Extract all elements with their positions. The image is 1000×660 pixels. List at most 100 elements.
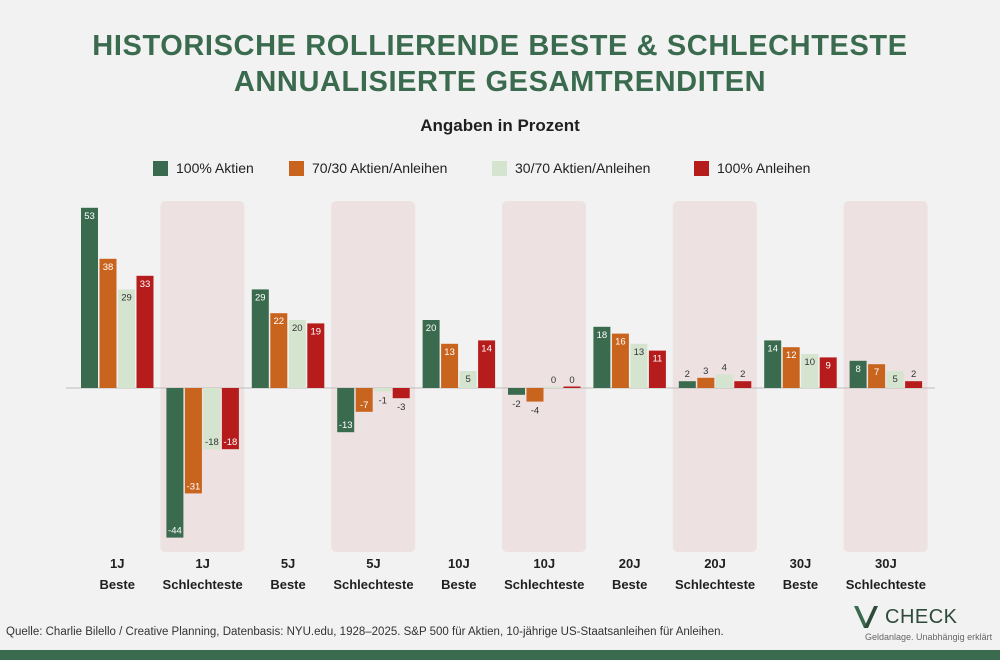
data-label: 38 xyxy=(103,262,114,273)
bar xyxy=(648,350,666,388)
legend-label: 30/70 Aktien/Anleihen xyxy=(515,160,651,176)
data-label: -13 xyxy=(339,420,353,431)
bar xyxy=(611,333,629,388)
data-label: -4 xyxy=(531,406,539,417)
bar xyxy=(184,388,202,494)
data-label: 18 xyxy=(597,330,608,341)
bar xyxy=(734,381,752,388)
bar xyxy=(270,313,288,388)
data-label: 4 xyxy=(722,362,727,373)
bar xyxy=(441,343,459,388)
bar xyxy=(886,371,904,388)
data-label: 14 xyxy=(767,343,778,354)
bar xyxy=(422,320,440,388)
data-label: 29 xyxy=(255,292,266,303)
bar xyxy=(801,354,819,388)
bar xyxy=(166,388,184,538)
bar xyxy=(764,340,782,388)
bar xyxy=(678,381,696,388)
data-label: -31 xyxy=(187,481,201,492)
category-label: Schlechteste xyxy=(333,577,413,592)
data-label: 20 xyxy=(292,323,303,334)
bar xyxy=(478,340,496,388)
data-label: 10 xyxy=(804,357,815,368)
data-label: -3 xyxy=(397,402,405,413)
data-label: 5 xyxy=(465,374,470,385)
bar xyxy=(593,326,611,388)
bar xyxy=(374,388,392,392)
data-label: 0 xyxy=(551,375,556,386)
category-label: Beste xyxy=(270,577,305,592)
legend-swatch xyxy=(289,160,304,176)
data-label: 8 xyxy=(855,364,860,375)
bar xyxy=(630,343,648,388)
data-label: -44 xyxy=(168,526,182,537)
bar xyxy=(337,388,355,433)
category-label: 20J xyxy=(619,556,641,571)
data-label: 33 xyxy=(140,279,151,290)
bar xyxy=(221,388,239,450)
legend-item-anleihen: 100% Anleihen xyxy=(694,160,810,176)
logo-tagline: Geldanlage. Unabhängig erklärt xyxy=(865,632,993,642)
data-label: 20 xyxy=(426,323,437,334)
bar xyxy=(81,207,98,388)
data-label: -1 xyxy=(378,395,386,406)
bar xyxy=(563,386,581,388)
bar xyxy=(203,388,221,450)
bar xyxy=(118,289,135,388)
chart-title-line-2: ANNUALISIERTE GESAMTRENDITEN xyxy=(233,66,767,98)
bar xyxy=(355,388,373,412)
legend-label: 100% Anleihen xyxy=(717,160,811,176)
legend-label: 70/30 Aktien/Anleihen xyxy=(312,160,448,176)
category-label: 20J xyxy=(704,556,726,571)
data-label: 16 xyxy=(615,337,626,348)
category-label: Schlechteste xyxy=(163,577,243,592)
data-label: 53 xyxy=(84,211,95,222)
data-label: -2 xyxy=(512,399,520,410)
legend-item-30-70: 30/70 Aktien/Anleihen xyxy=(492,160,650,176)
data-label: -18 xyxy=(224,437,238,448)
check-logo: CHECK Geldanlage. Unabhängig erklärt xyxy=(851,604,993,644)
bar xyxy=(545,386,562,388)
bar xyxy=(697,377,715,388)
bar xyxy=(288,320,306,388)
category-label: Schlechteste xyxy=(846,577,926,592)
data-label: 2 xyxy=(911,369,916,380)
source-note: Quelle: Charlie Bilello / Creative Plann… xyxy=(6,626,724,638)
bar xyxy=(508,388,525,395)
legend-item-70-30: 70/30 Aktien/Anleihen xyxy=(289,160,447,176)
footer-bar xyxy=(0,650,1000,660)
bar xyxy=(392,388,410,399)
legend-swatch xyxy=(492,160,507,176)
category-label: 5J xyxy=(281,556,295,571)
data-label: 9 xyxy=(826,360,831,371)
category-label: Beste xyxy=(612,577,647,592)
highlight-band xyxy=(843,201,928,552)
bar xyxy=(526,388,544,402)
category-label: 1J xyxy=(110,556,124,571)
bar xyxy=(715,374,733,388)
category-label: 30J xyxy=(790,556,812,571)
data-label: 22 xyxy=(274,316,285,327)
bar xyxy=(251,289,269,388)
category-label: 1J xyxy=(195,556,209,571)
legend-item-aktien: 100% Aktien xyxy=(153,160,254,176)
highlight-band xyxy=(672,201,757,552)
bar xyxy=(868,364,886,388)
legend: 100% Aktien 70/30 Aktien/Anleihen 30/70 … xyxy=(0,160,1000,180)
data-label: 13 xyxy=(634,347,645,358)
category-label: Beste xyxy=(783,577,818,592)
data-label: 3 xyxy=(703,366,708,377)
legend-swatch xyxy=(153,160,168,176)
bar xyxy=(905,381,923,388)
chart-subtitle: Angaben in Prozent xyxy=(420,116,580,135)
category-label: 10J xyxy=(448,556,470,571)
legend-swatch xyxy=(694,160,709,176)
highlight-band xyxy=(502,201,586,552)
bar xyxy=(99,258,117,388)
category-label: Schlechteste xyxy=(675,577,755,592)
category-label: 10J xyxy=(533,556,555,571)
data-label: 12 xyxy=(786,350,797,361)
bar xyxy=(819,357,837,388)
bar xyxy=(849,360,867,388)
